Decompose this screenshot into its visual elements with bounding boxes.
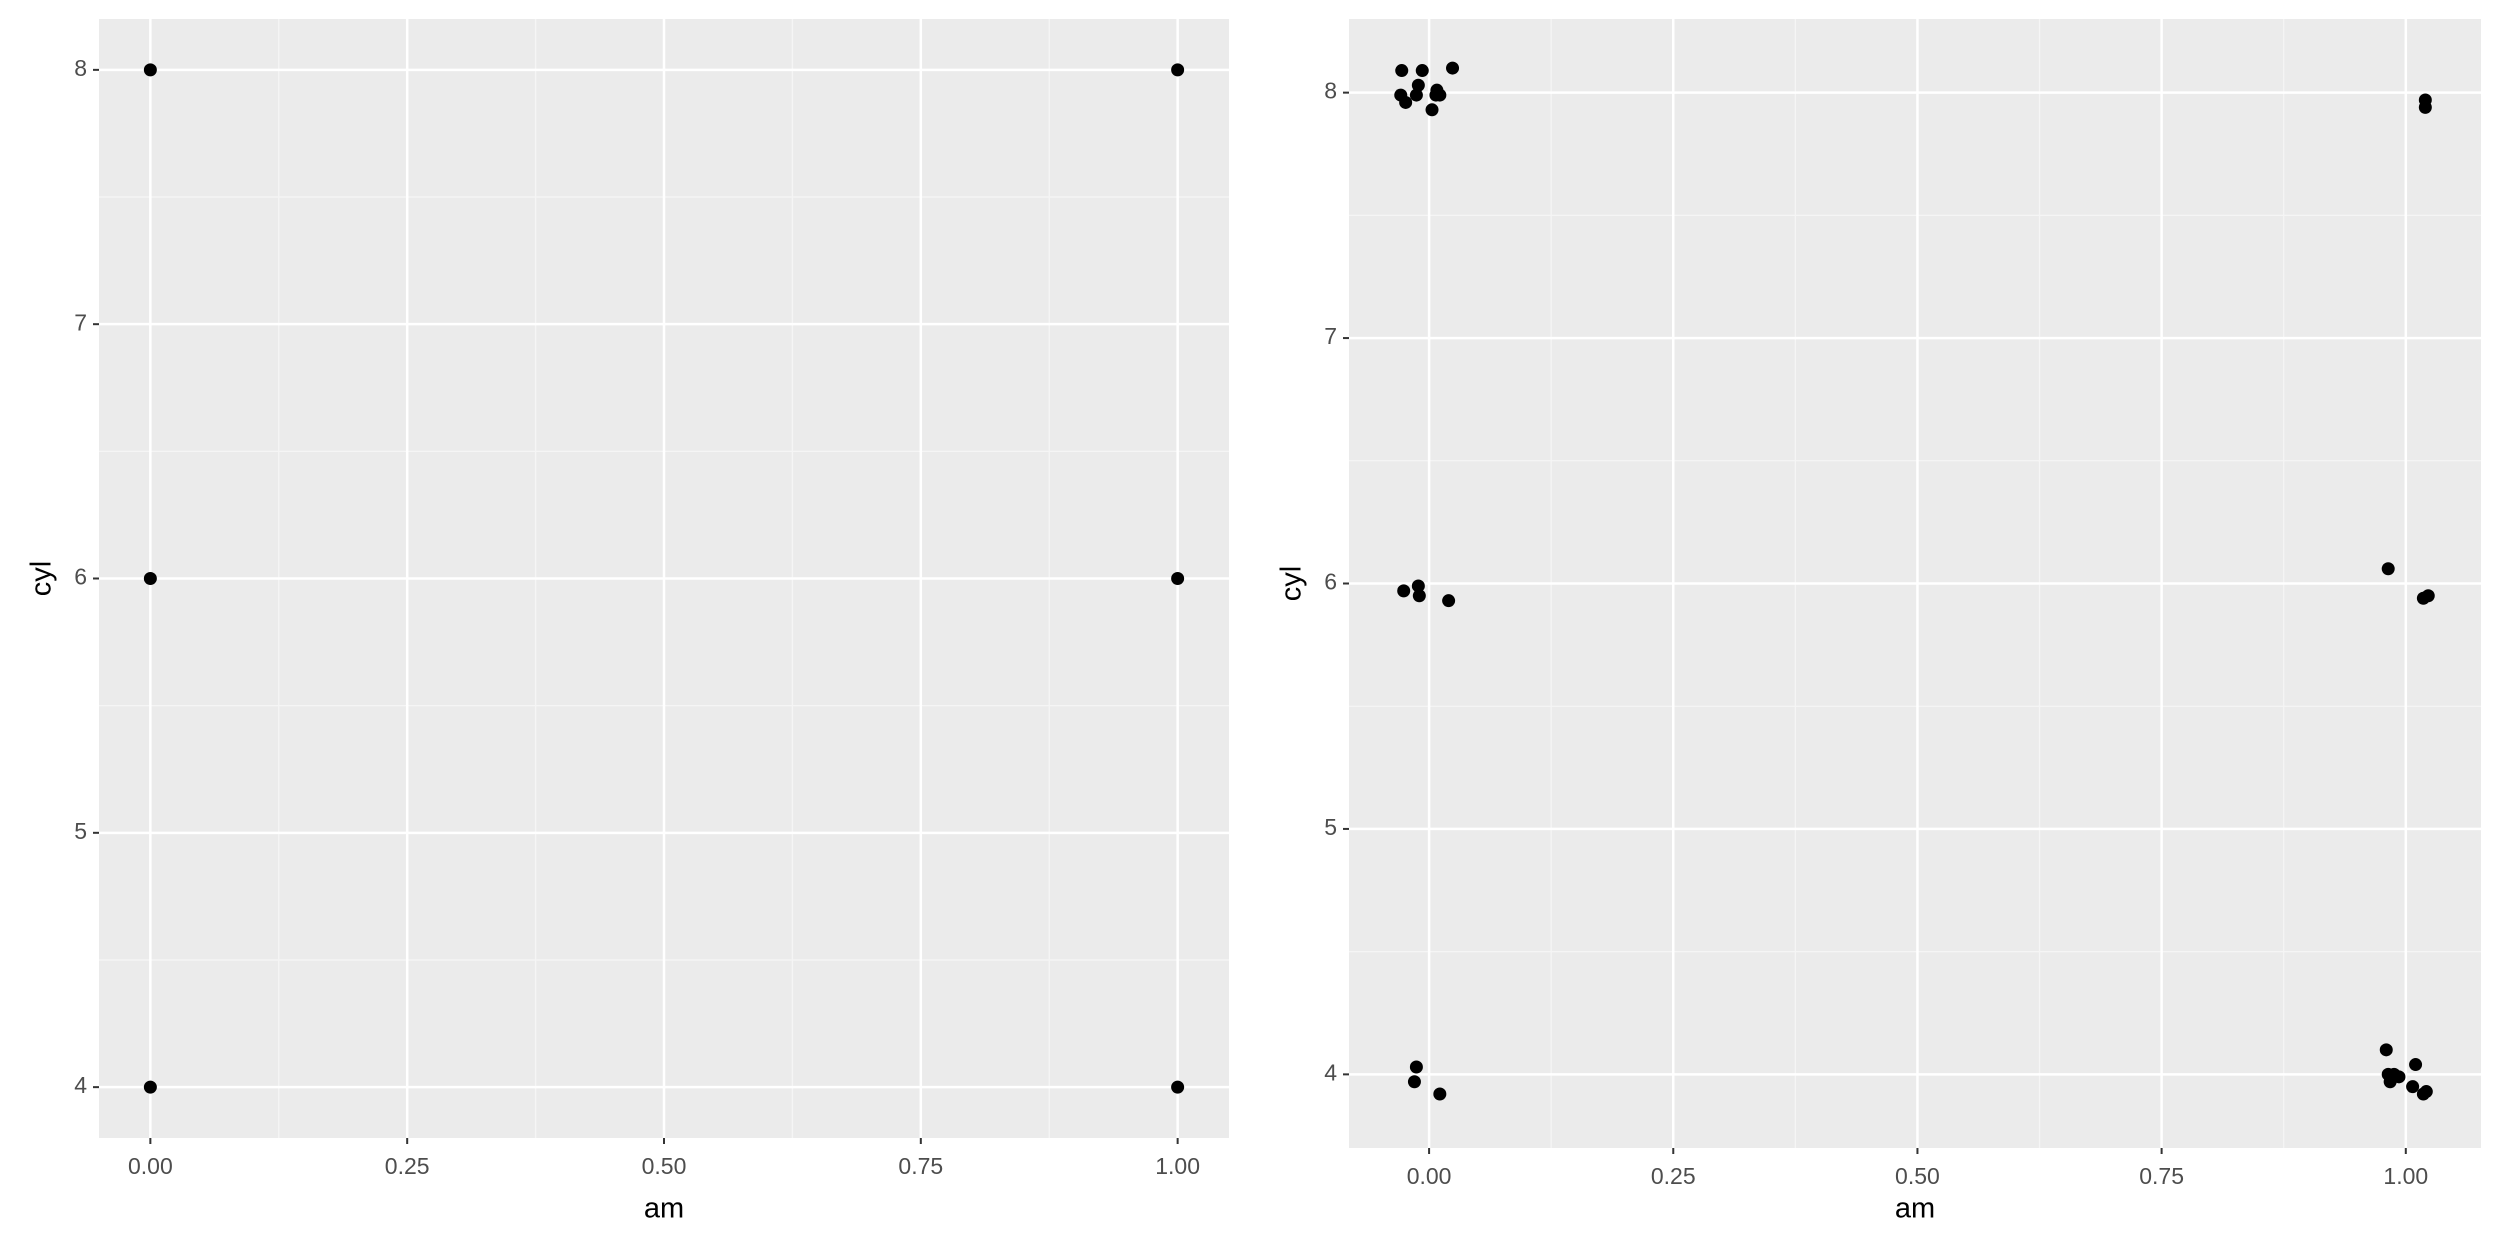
point xyxy=(143,1080,157,1094)
point xyxy=(143,63,157,77)
x-tick-label: 0.25 xyxy=(385,1153,430,1179)
point xyxy=(1446,61,1460,75)
point xyxy=(1409,1060,1423,1074)
point xyxy=(1399,95,1413,109)
point xyxy=(1397,584,1411,598)
y-tick-label: 5 xyxy=(74,818,87,844)
y-tick-label: 7 xyxy=(74,309,87,335)
point xyxy=(143,572,157,585)
point xyxy=(2392,1070,2406,1084)
x-axis-title: am xyxy=(644,1193,684,1225)
y-tick-label: 5 xyxy=(1324,814,1337,840)
point xyxy=(1442,594,1456,608)
point xyxy=(2419,1085,2433,1099)
x-tick-label: 0.75 xyxy=(898,1153,943,1179)
point xyxy=(1171,1080,1185,1094)
y-tick-label: 7 xyxy=(1324,323,1337,349)
x-tick-label: 1.00 xyxy=(1155,1153,1200,1179)
point xyxy=(1411,78,1425,92)
y-tick-label: 8 xyxy=(74,55,87,81)
x-axis-title: am xyxy=(1895,1193,1935,1225)
y-axis-title: cyl xyxy=(1276,566,1308,601)
point xyxy=(1411,579,1425,593)
x-tick-label: 0.00 xyxy=(1407,1163,1452,1189)
y-tick-label: 8 xyxy=(1324,78,1337,104)
point xyxy=(1433,1087,1447,1101)
point xyxy=(1425,103,1439,117)
point xyxy=(2421,589,2435,603)
x-tick-label: 0.25 xyxy=(1651,1163,1696,1189)
x-tick-label: 0.75 xyxy=(2139,1163,2184,1189)
point xyxy=(1412,589,1426,603)
x-tick-label: 0.00 xyxy=(128,1153,173,1179)
point xyxy=(2381,562,2395,576)
point xyxy=(1395,64,1409,78)
point xyxy=(2418,100,2432,114)
point xyxy=(1430,83,1444,97)
y-tick-label: 4 xyxy=(1324,1059,1337,1085)
point xyxy=(2409,1058,2423,1072)
x-tick-label: 0.50 xyxy=(1895,1163,1940,1189)
point xyxy=(1407,1075,1421,1089)
x-tick-label: 0.50 xyxy=(642,1153,687,1179)
point xyxy=(1415,64,1429,78)
y-tick-label: 6 xyxy=(74,564,87,590)
y-tick-label: 6 xyxy=(1324,569,1337,595)
y-axis-title: cyl xyxy=(26,561,58,596)
point xyxy=(1171,572,1185,585)
point xyxy=(1171,63,1185,77)
x-tick-label: 1.00 xyxy=(2383,1163,2428,1189)
point xyxy=(2406,1080,2420,1094)
point xyxy=(2379,1043,2393,1057)
point xyxy=(1409,88,1423,102)
point xyxy=(2381,1067,2395,1081)
y-tick-label: 4 xyxy=(74,1072,87,1098)
